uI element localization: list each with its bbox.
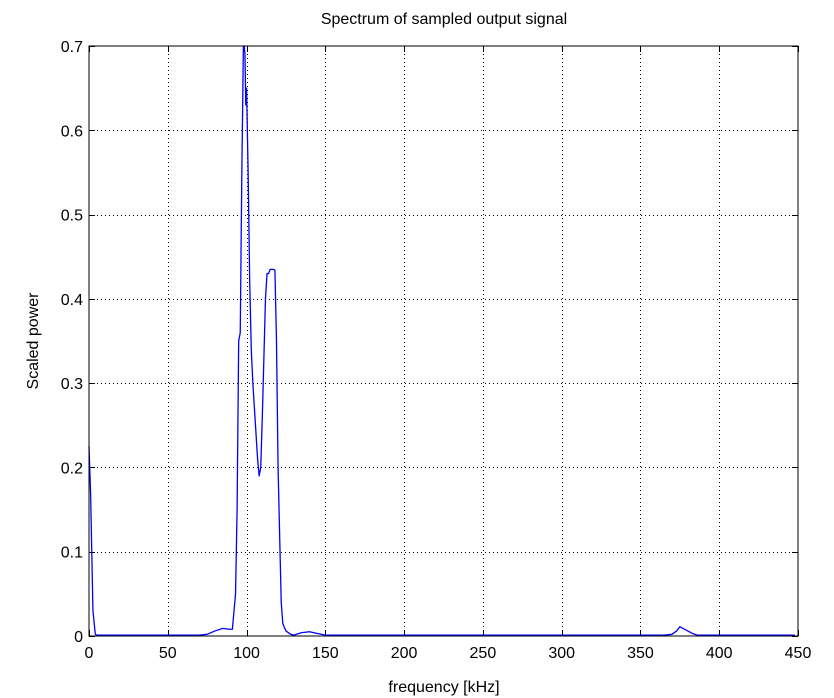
chart-title: Spectrum of sampled output signal	[321, 11, 567, 28]
y-tick-label: 0.4	[61, 292, 83, 309]
x-tick-label: 0	[85, 645, 94, 662]
y-tick-label: 0.1	[61, 545, 83, 562]
x-tick-label: 100	[233, 645, 260, 662]
axes-box	[88, 45, 799, 637]
axes-frame	[88, 45, 799, 637]
y-tick-label: 0.2	[61, 460, 83, 477]
x-tick-label: 300	[548, 645, 575, 662]
y-tick-label: 0.7	[61, 39, 83, 56]
x-tick-label: 50	[159, 645, 177, 662]
x-tick-label: 350	[627, 645, 654, 662]
y-tick-label: 0.6	[61, 123, 83, 140]
x-tick-label: 450	[785, 645, 812, 662]
x-tick-label: 250	[470, 645, 497, 662]
y-tick-label: 0	[74, 629, 83, 646]
x-axis-label: frequency [kHz]	[388, 679, 499, 696]
y-tick-label: 0.5	[61, 208, 83, 225]
series-layer	[88, 45, 795, 636]
y-tick-label: 0.3	[61, 376, 83, 393]
spectrum-line	[88, 45, 795, 636]
tick-layer: 0 50 100 150 200 250 300 350 400 450 0 0.1 0.2 0.3 0.4…	[61, 39, 812, 662]
x-tick-label: 400	[706, 645, 733, 662]
x-tick-label: 150	[312, 645, 339, 662]
x-tick-label: 200	[391, 645, 418, 662]
y-axis-label: Scaled power	[25, 292, 42, 390]
